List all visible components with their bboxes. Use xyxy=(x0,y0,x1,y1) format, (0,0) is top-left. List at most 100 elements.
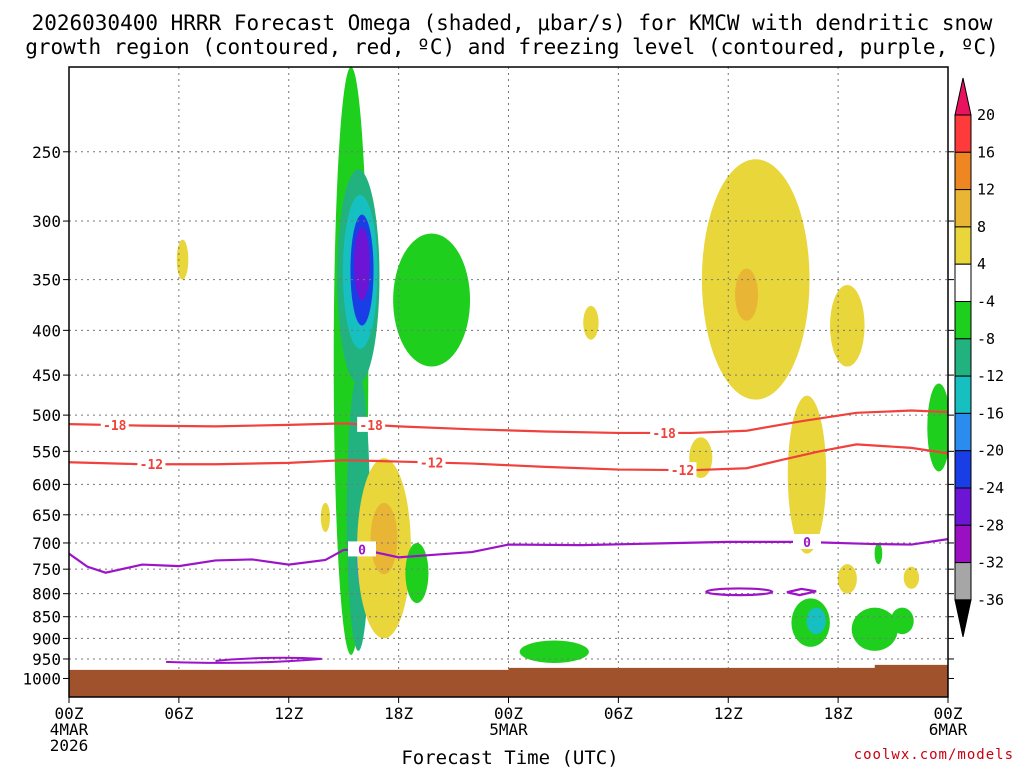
y-label-250: 250 xyxy=(32,143,61,162)
colorbar-swatch-4 xyxy=(954,226,972,265)
colorbar-label-2: 12 xyxy=(977,181,995,199)
colorbar-top-arrow xyxy=(954,77,972,116)
x-label-8-line1: 00Z xyxy=(934,704,963,723)
colorbar-label-10: -24 xyxy=(977,479,1004,497)
freezing-contour-0-label-0: 0 xyxy=(358,543,366,558)
y-label-600: 600 xyxy=(32,475,61,494)
colorbar-swatch-7 xyxy=(954,338,972,377)
omega-region-9 xyxy=(370,502,398,575)
y-label-750: 750 xyxy=(32,560,61,579)
chart-title: 2026030400 HRRR Forecast Omega (shaded, … xyxy=(25,11,999,59)
freezing-contour-2 xyxy=(786,587,817,597)
y-label-350: 350 xyxy=(32,271,61,290)
x-label-0-line2: 4MAR xyxy=(50,720,89,739)
dgz-contour-0-label-1: -18 xyxy=(359,419,383,434)
dgz-contour-1-label-bg-2 xyxy=(668,462,697,478)
omega-region-24 xyxy=(519,640,589,663)
colorbar: 20 16 12 8 4 -4 -8 -12 -16 -20 -24 -28 -32 -36 xyxy=(954,77,1004,638)
x-label-6-line1: 12Z xyxy=(714,704,743,723)
omega-region-21 xyxy=(927,383,948,472)
omega-region-27 xyxy=(903,566,920,589)
colorbar-label-1: 16 xyxy=(977,143,995,161)
freezing-contour-1 xyxy=(705,587,774,597)
colorbar-swatch-8 xyxy=(954,375,972,414)
x-label-7-line1: 18Z xyxy=(824,704,853,723)
colorbar-swatch-5 xyxy=(954,263,972,303)
omega-region-13 xyxy=(583,305,599,340)
y-axis: 250 300 350 400 450 500 550 600 650 700 750 800 850 9… xyxy=(22,143,954,688)
freezing-contour-surface xyxy=(166,656,322,664)
dgz-contour-1-label-0: -12 xyxy=(140,458,163,473)
credit-text: coolwx.com/models xyxy=(854,747,1014,763)
omega-region-7 xyxy=(393,233,471,367)
x-label-5-line1: 06Z xyxy=(604,704,633,723)
x-label-1-line1: 06Z xyxy=(164,704,193,723)
colorbar-label-4: 4 xyxy=(977,255,986,273)
colorbar-swatch-3 xyxy=(954,189,972,228)
colorbar-label-12: -32 xyxy=(977,554,1004,572)
x-label-4-line2: 5MAR xyxy=(489,720,528,739)
colorbar-swatch-11 xyxy=(954,487,972,526)
ground-terrain xyxy=(69,664,948,697)
colorbar-swatch-12 xyxy=(954,524,972,564)
colorbar-label-3: 8 xyxy=(977,218,986,236)
colorbar-swatch-13 xyxy=(954,562,972,601)
omega-region-26 xyxy=(874,542,883,565)
dgz-contour-0-label-bg-1 xyxy=(357,416,386,432)
dgz-contour-1-label-bg-0 xyxy=(137,456,166,472)
omega-region-4 xyxy=(354,227,370,301)
y-label-300: 300 xyxy=(32,212,61,231)
colorbar-swatch-10 xyxy=(954,450,972,489)
x-label-8-line2: 6MAR xyxy=(929,720,968,739)
y-label-650: 650 xyxy=(32,506,61,525)
contours: -18 -18 -18 -12 -12 -12 0 0 xyxy=(69,409,948,664)
colorbar-label-11: -28 xyxy=(977,516,1004,534)
dgz-contour-1-label-2: -12 xyxy=(671,464,694,479)
colorbar-label-0: 20 xyxy=(977,106,995,124)
dgz-contour-0-label-bg-2 xyxy=(650,424,679,440)
omega-region-25 xyxy=(837,564,857,594)
ground-layer xyxy=(69,664,948,697)
colorbar-bottom-arrow xyxy=(954,599,972,638)
omega-region-20 xyxy=(806,607,826,635)
freezing-contour-0-label-bg-1 xyxy=(792,534,821,550)
y-label-1000: 1000 xyxy=(22,669,61,688)
colorbar-label-6: -8 xyxy=(977,330,995,348)
y-label-550: 550 xyxy=(32,442,61,461)
x-label-4-line1: 00Z xyxy=(494,704,523,723)
x-label-3-line1: 18Z xyxy=(384,704,413,723)
freezing-contour-0 xyxy=(69,538,948,574)
dgz-contour-1 xyxy=(69,443,948,472)
y-label-900: 900 xyxy=(32,629,61,648)
freezing-contour-0-label-bg-0 xyxy=(348,541,376,557)
colorbar-swatch-9 xyxy=(954,412,972,452)
y-label-450: 450 xyxy=(32,366,61,385)
dgz-contour-0 xyxy=(69,409,948,435)
dgz-contour-0-label-0: -18 xyxy=(103,419,127,434)
colorbar-label-7: -12 xyxy=(977,367,1004,385)
omega-region-10 xyxy=(176,239,189,280)
y-label-800: 800 xyxy=(32,585,61,604)
omega-region-15 xyxy=(735,268,759,321)
x-label-0-line1: 00Z xyxy=(55,704,84,723)
omega-region-17 xyxy=(829,285,865,367)
plot-background xyxy=(69,67,948,697)
colorbar-label-5: -4 xyxy=(977,293,995,311)
title-line-1: 2026030400 HRRR Forecast Omega (shaded, … xyxy=(32,11,993,35)
x-label-0-line3: 2026 xyxy=(50,736,89,755)
x-axis-title: Forecast Time (UTC) xyxy=(401,747,618,768)
dgz-contour-1-label-bg-1 xyxy=(417,454,446,470)
colorbar-label-13: -36 xyxy=(977,591,1004,609)
y-label-950: 950 xyxy=(32,650,61,669)
omega-region-12 xyxy=(405,542,429,604)
colorbar-label-8: -16 xyxy=(977,404,1004,422)
dgz-contour-0-label-bg-0 xyxy=(100,417,129,433)
omega-region-16 xyxy=(787,395,827,554)
colorbar-swatch-6 xyxy=(954,301,972,340)
title-line-2: growth region (contoured, red, ºC) and f… xyxy=(25,35,999,59)
y-label-850: 850 xyxy=(32,608,61,627)
y-label-500: 500 xyxy=(32,406,61,425)
dgz-contour-1-label-1: -12 xyxy=(420,456,443,471)
